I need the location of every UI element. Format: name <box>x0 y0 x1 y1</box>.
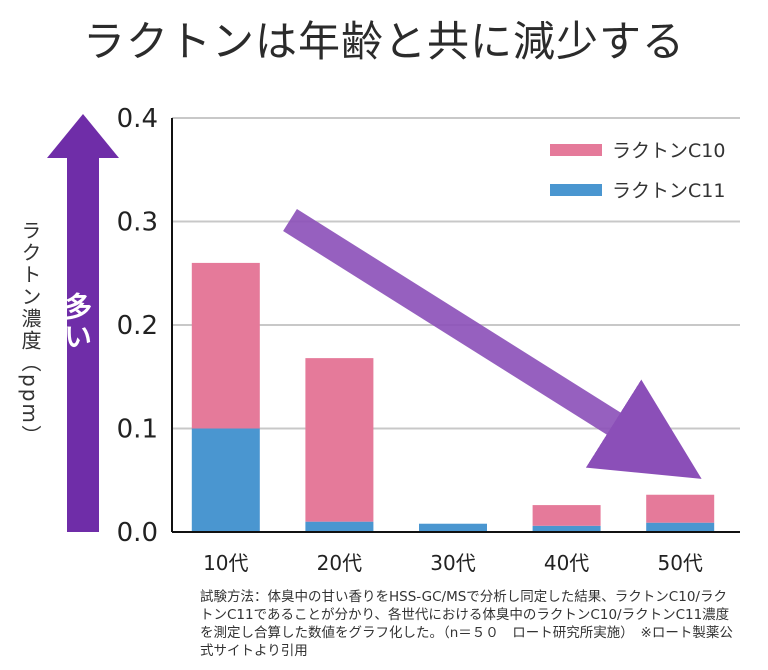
arrow-label: 多い <box>60 292 93 352</box>
x-tick-label: 10代 <box>203 551 248 575</box>
y-tick-label: 0.1 <box>117 415 158 445</box>
legend-swatch <box>550 144 602 156</box>
bar-segment <box>305 358 374 522</box>
y-tick-label: 0.0 <box>117 518 158 548</box>
trend-arrow <box>283 208 702 479</box>
bar-segment <box>191 428 260 532</box>
bar-segment <box>646 522 715 532</box>
x-tick-label: 40代 <box>544 551 589 575</box>
y-tick-label: 0.3 <box>117 208 158 238</box>
y-tick-label: 0.2 <box>117 311 158 341</box>
bar-segment <box>646 494 715 523</box>
legend-swatch <box>550 184 602 196</box>
bar-segment <box>532 505 601 526</box>
y-axis-arrow <box>47 114 119 532</box>
y-tick-label: 0.4 <box>117 104 158 134</box>
axes <box>171 118 740 533</box>
bar-segment <box>191 262 260 429</box>
chart-title: ラクトンは年齢と共に減少する <box>82 17 685 66</box>
x-tick-label: 50代 <box>657 551 702 575</box>
y-axis-label: ラクトン濃度（ppm） <box>18 220 42 447</box>
x-tick-label: 30代 <box>430 551 475 575</box>
x-tick-label: 20代 <box>317 551 362 575</box>
bar-segment <box>305 521 374 532</box>
bar-segment <box>532 525 601 532</box>
bars <box>191 262 715 532</box>
bar-segment <box>419 523 487 532</box>
legend: ラクトンC10 ラクトンC11 <box>550 140 725 202</box>
footnote: 試験方法：体臭中の甘い香りをHSS-GC/MSで分析し同定した結果、ラクトンC1… <box>200 589 733 659</box>
y-axis-label-wrap: ラクトン濃度（ppm） <box>16 220 46 480</box>
legend-label: ラクトンC11 <box>612 180 725 202</box>
legend-label: ラクトンC10 <box>612 140 725 162</box>
tick-labels: 0.0 0.1 0.2 0.3 0.4 10代 20代 30代 40代 50代 <box>117 104 703 575</box>
